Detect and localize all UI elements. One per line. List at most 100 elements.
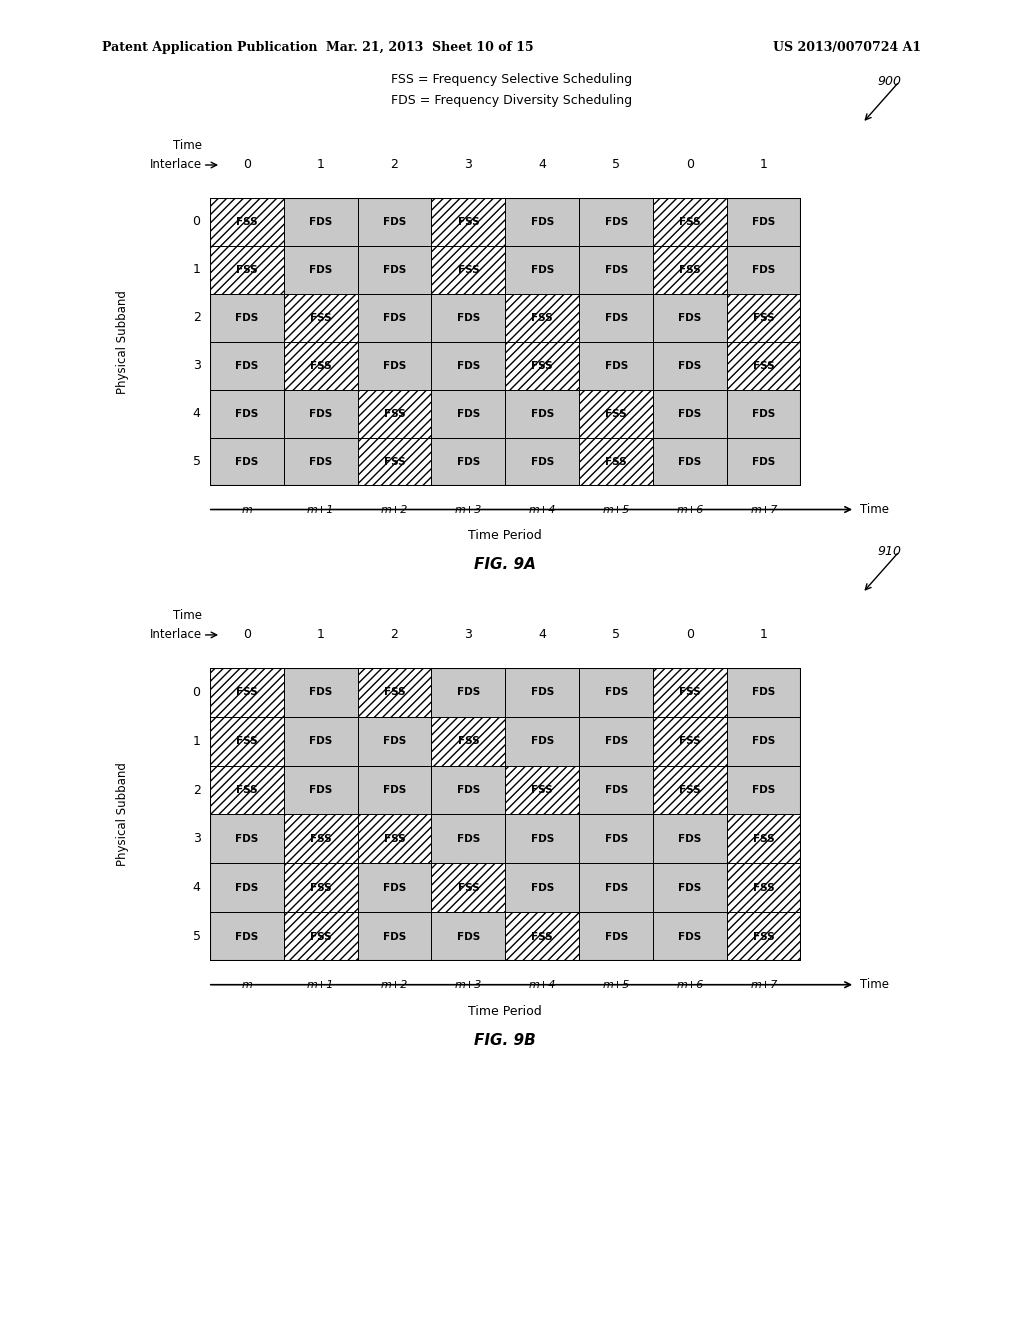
Bar	[727, 294, 801, 342]
Bar	[653, 717, 727, 766]
Text: FSS: FSS	[310, 313, 332, 323]
Text: FDS: FDS	[457, 360, 480, 371]
Text: FDS: FDS	[383, 216, 407, 227]
Text: FDS: FDS	[530, 409, 554, 418]
Text: FDS: FDS	[309, 409, 333, 418]
Text: US 2013/0070724 A1: US 2013/0070724 A1	[773, 41, 922, 54]
Bar	[431, 389, 505, 438]
Text: FDS: FDS	[753, 688, 775, 697]
Text: FSS: FSS	[310, 360, 332, 371]
Bar	[431, 438, 505, 486]
Text: Physical Subband: Physical Subband	[117, 290, 129, 393]
Bar	[727, 668, 801, 717]
Bar	[284, 294, 357, 342]
Text: 0: 0	[193, 215, 201, 228]
Text: 2: 2	[390, 628, 398, 642]
Text: FDS: FDS	[604, 834, 628, 843]
Text: 5: 5	[193, 455, 201, 469]
Text: 1: 1	[760, 628, 768, 642]
Text: FSS: FSS	[753, 360, 774, 371]
Text: FSS: FSS	[753, 932, 774, 941]
Text: FSS: FSS	[679, 785, 700, 795]
Text: FDS: FDS	[678, 457, 701, 467]
Text: FSS: FSS	[384, 409, 406, 418]
Text: FDS: FDS	[678, 360, 701, 371]
Bar	[284, 863, 357, 912]
Text: m+6: m+6	[676, 504, 703, 515]
Text: FDS: FDS	[383, 265, 407, 275]
Bar	[580, 717, 653, 766]
Text: m+2: m+2	[381, 504, 409, 515]
Bar	[357, 668, 431, 717]
Text: 4: 4	[539, 158, 546, 172]
Bar	[357, 246, 431, 294]
Text: 0: 0	[243, 158, 251, 172]
Text: FDS: FDS	[457, 932, 480, 941]
Text: FSS = Frequency Selective Scheduling: FSS = Frequency Selective Scheduling	[391, 73, 633, 86]
Bar	[431, 246, 505, 294]
Text: FSS: FSS	[679, 216, 700, 227]
Text: FDS: FDS	[604, 216, 628, 227]
Text: Interlace: Interlace	[150, 628, 202, 642]
Bar	[653, 198, 727, 246]
Text: m+7: m+7	[751, 979, 777, 990]
Bar	[580, 912, 653, 961]
Text: FSS: FSS	[458, 883, 479, 892]
Text: FDS: FDS	[383, 932, 407, 941]
Bar	[284, 814, 357, 863]
Bar	[653, 342, 727, 389]
Bar	[357, 912, 431, 961]
Text: 2: 2	[193, 784, 201, 796]
Text: FDS: FDS	[753, 409, 775, 418]
Text: FSS: FSS	[531, 360, 553, 371]
Text: 1: 1	[316, 628, 325, 642]
Text: FSS: FSS	[531, 932, 553, 941]
Bar	[431, 294, 505, 342]
Bar	[210, 198, 284, 246]
Bar	[210, 438, 284, 486]
Text: FIG. 9B: FIG. 9B	[474, 1032, 537, 1048]
Bar	[210, 912, 284, 961]
Bar	[727, 814, 801, 863]
Text: FDS: FDS	[753, 737, 775, 746]
Text: FDS: FDS	[530, 265, 554, 275]
Text: m+2: m+2	[381, 979, 409, 990]
Bar	[431, 766, 505, 814]
Bar	[580, 863, 653, 912]
Bar	[357, 766, 431, 814]
Bar	[357, 717, 431, 766]
Text: FDS: FDS	[457, 457, 480, 467]
Text: FDS: FDS	[530, 737, 554, 746]
Text: FDS: FDS	[530, 216, 554, 227]
Text: FDS: FDS	[604, 313, 628, 323]
Text: 1: 1	[193, 735, 201, 747]
Bar	[580, 198, 653, 246]
Text: FDS: FDS	[383, 883, 407, 892]
Text: 3: 3	[193, 833, 201, 845]
Bar	[210, 294, 284, 342]
Bar	[284, 389, 357, 438]
Text: FSS: FSS	[458, 737, 479, 746]
Text: FDS: FDS	[457, 785, 480, 795]
Bar	[727, 863, 801, 912]
Text: FDS: FDS	[604, 737, 628, 746]
Bar	[431, 668, 505, 717]
Text: Physical Subband: Physical Subband	[117, 763, 129, 866]
Bar	[505, 863, 580, 912]
Text: FDS: FDS	[678, 313, 701, 323]
Text: m+6: m+6	[676, 979, 703, 990]
Bar	[727, 717, 801, 766]
Bar	[580, 342, 653, 389]
Bar	[210, 389, 284, 438]
Text: FDS: FDS	[753, 265, 775, 275]
Text: FDS: FDS	[530, 457, 554, 467]
Bar	[727, 438, 801, 486]
Text: FDS: FDS	[457, 688, 480, 697]
Text: m: m	[242, 504, 252, 515]
Text: m+4: m+4	[528, 504, 556, 515]
Text: m+4: m+4	[528, 979, 556, 990]
Text: 2: 2	[390, 158, 398, 172]
Bar	[284, 438, 357, 486]
Text: FDS: FDS	[604, 883, 628, 892]
Text: FSS: FSS	[679, 688, 700, 697]
